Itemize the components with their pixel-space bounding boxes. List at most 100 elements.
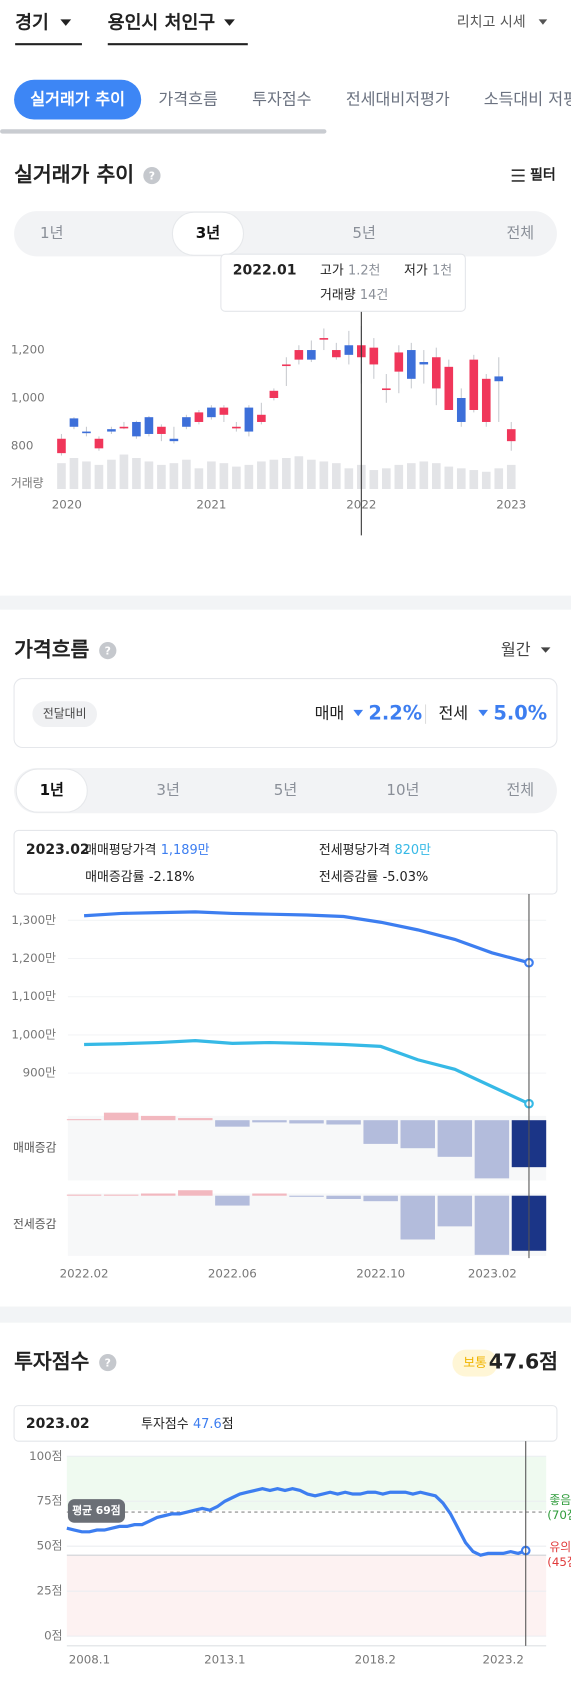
tab[interactable]: 가격흐름: [158, 90, 218, 109]
period[interactable]: 3년: [196, 224, 220, 242]
candle-body: [319, 338, 329, 340]
x-tick-label: 2008.1: [69, 1652, 110, 1666]
active-period[interactable]: [171, 211, 245, 256]
section-title: 투자점수: [14, 1350, 89, 1374]
candle-body: [494, 376, 504, 382]
y-tick-label: 1,200: [11, 343, 45, 357]
change-bar: [437, 1120, 473, 1157]
region[interactable]: 경기: [15, 13, 49, 34]
volume-bar: [169, 463, 179, 490]
period[interactable]: 5년: [352, 224, 375, 242]
period[interactable]: 전체: [506, 224, 534, 242]
volume-bar: [244, 464, 254, 490]
badge: [32, 701, 98, 728]
caret: [224, 19, 235, 26]
change-bar: [326, 1120, 361, 1125]
volume-bar: [332, 463, 341, 490]
help-icon[interactable]: [99, 1353, 117, 1372]
change-bar: [474, 1120, 510, 1179]
volume-bar: [419, 461, 429, 490]
period[interactable]: 3년: [156, 781, 179, 799]
volume-bar: [144, 461, 154, 490]
tab[interactable]: 투자점수: [252, 90, 311, 109]
help-icon-glyph: ?: [105, 1357, 111, 1370]
change-bar: [140, 1193, 176, 1196]
region-select[interactable]: 경기: [15, 13, 82, 46]
tab[interactable]: 실거래가 추이: [30, 90, 125, 109]
volume-bar: [382, 468, 391, 490]
y-tick-label: 1,300만: [11, 913, 56, 927]
volume-bar: [469, 470, 479, 490]
grade-badge: [452, 1349, 498, 1377]
help-icon[interactable]: [99, 641, 117, 660]
label: 전세평당가격: [319, 842, 390, 857]
volume-bar: [207, 461, 216, 490]
period[interactable]: 1년: [40, 224, 63, 242]
candle-body: [107, 429, 116, 432]
x-tick-label: 2018.2: [355, 1652, 396, 1666]
tooltip: [220, 253, 466, 312]
score-line: [66, 1486, 527, 1557]
value: 1천: [432, 263, 452, 278]
active-tab[interactable]: [14, 79, 142, 120]
volume-bar: [307, 459, 316, 490]
change-bar: [66, 1119, 102, 1121]
label: 매매증감률: [85, 869, 144, 884]
service-select[interactable]: 리치고 시세: [457, 15, 526, 31]
volume-bar: [444, 466, 454, 490]
change-bar: [437, 1195, 473, 1227]
volume-bar: [456, 468, 466, 490]
value: 820만: [394, 842, 431, 857]
volume-bar: [269, 459, 279, 490]
candle-body: [182, 417, 191, 427]
change-bar: [103, 1112, 139, 1121]
label: 투자점수: [141, 1416, 189, 1431]
change-bar: [215, 1120, 250, 1127]
tab[interactable]: 전세대비저평가: [346, 90, 450, 109]
grade: 보통: [463, 1356, 487, 1371]
active-period[interactable]: [15, 768, 88, 813]
volume-bar: [232, 466, 241, 490]
volume-bar: [406, 463, 416, 490]
period[interactable]: 1년: [40, 781, 64, 799]
interval-select[interactable]: 월간: [501, 640, 531, 659]
candle-body: [57, 438, 66, 454]
candle-body: [307, 350, 316, 360]
filter-icon[interactable]: [511, 169, 525, 182]
tooltip-date: 2023.02: [26, 842, 90, 858]
panel-label: 전세증감: [13, 1217, 57, 1231]
period[interactable]: 전체: [506, 781, 534, 799]
bad-band: [66, 1555, 547, 1637]
candle-body: [69, 418, 79, 427]
candle-body: [219, 407, 229, 415]
bar-panel: [67, 1193, 547, 1256]
y-tick-label: 800: [11, 438, 34, 452]
candle-body: [119, 426, 129, 429]
tooltip: [13, 1405, 558, 1442]
change-bar: [400, 1195, 435, 1240]
help-icon[interactable]: [143, 166, 161, 185]
candle-body: [419, 362, 429, 365]
tooltip-volume: 거래량 14건: [320, 288, 388, 303]
change-bar: [215, 1195, 250, 1206]
filter-button[interactable]: 필터: [530, 167, 556, 184]
district-select[interactable]: 용인시 처인구: [107, 13, 248, 46]
badge-text: 전달대비: [43, 707, 87, 721]
change-bar: [178, 1190, 213, 1196]
candle-body: [469, 359, 479, 410]
change-bar: [140, 1115, 176, 1121]
volume-bar: [394, 464, 404, 490]
change-bar: [103, 1194, 139, 1196]
volume-bar: [57, 463, 66, 490]
good-band: [66, 1456, 547, 1511]
volume-bar: [107, 459, 116, 490]
value: 1,189만: [161, 842, 210, 857]
district[interactable]: 용인시 처인구: [108, 13, 216, 34]
candle-body: [94, 438, 104, 449]
tab[interactable]: 소득대비 저평: [484, 90, 571, 109]
jeonse-change: 5.0%: [493, 702, 547, 725]
candle-body: [406, 350, 416, 379]
period[interactable]: 5년: [274, 781, 297, 799]
period[interactable]: 10년: [386, 781, 419, 799]
volume-bar: [157, 464, 166, 490]
